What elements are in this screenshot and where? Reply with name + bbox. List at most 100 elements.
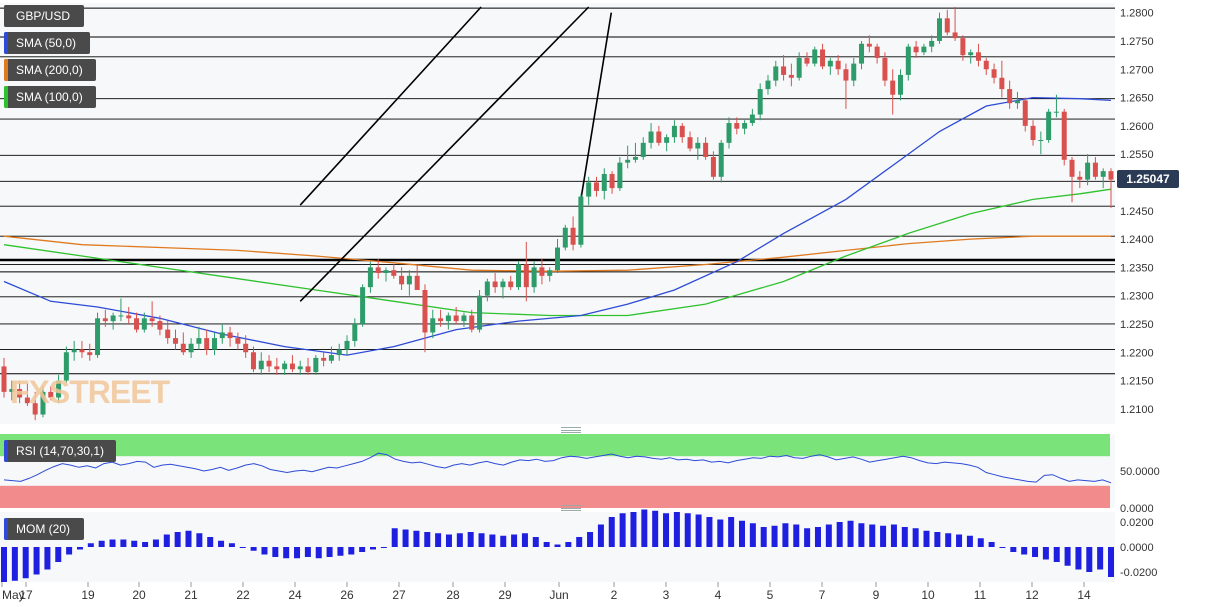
momentum-bar: [207, 537, 214, 547]
candle-down: [24, 397, 30, 404]
candle-down: [469, 315, 475, 330]
candle-up: [968, 52, 974, 56]
momentum-bar: [717, 519, 724, 547]
panel-resize-handle-mom[interactable]: [561, 505, 581, 511]
candle-down: [734, 123, 740, 129]
momentum-bar: [511, 534, 518, 547]
candle-down: [134, 318, 140, 330]
candle-up: [812, 49, 818, 64]
momentum-bar: [663, 513, 670, 547]
candle-down: [414, 275, 420, 290]
candle-down: [391, 270, 397, 276]
price-tick-label: 1.2800: [1120, 8, 1154, 20]
momentum-bar: [337, 547, 344, 556]
candle-up: [297, 366, 303, 370]
sma200-badge[interactable]: SMA (200,0): [4, 59, 96, 81]
time-tick-label: 24: [288, 588, 302, 602]
candle-up: [898, 74, 904, 95]
candle-down: [944, 18, 950, 33]
momentum-bar: [261, 547, 268, 555]
candle-down: [126, 315, 132, 319]
momentum-bar: [1010, 547, 1017, 552]
momentum-bar: [272, 547, 279, 557]
candle-up: [71, 349, 77, 353]
rsi-tick-label: 0.0000: [1120, 503, 1154, 515]
sma50-line: [3, 96, 1112, 356]
candle-up: [796, 57, 802, 78]
momentum-bar: [1075, 547, 1082, 570]
momentum-bar: [923, 530, 930, 547]
rsi-badge[interactable]: RSI (14,70,30,1): [4, 440, 116, 462]
momentum-bar: [608, 517, 615, 547]
momentum-bar: [956, 534, 963, 547]
momentum-bar: [706, 517, 713, 547]
momentum-bar: [793, 524, 800, 547]
symbol-stripe: [4, 5, 8, 27]
candle-down: [180, 343, 186, 353]
momentum-bar: [142, 542, 149, 547]
candle-up: [555, 247, 560, 271]
momentum-bar: [934, 532, 941, 547]
candle-down: [975, 52, 981, 61]
price-tick-label: 1.2400: [1120, 234, 1154, 246]
candle-down: [788, 74, 794, 78]
momentum-bar: [890, 524, 897, 547]
symbol-badge[interactable]: GBP/USD: [4, 5, 84, 27]
time-tick-label: 28: [446, 588, 460, 602]
sma200-line: [3, 235, 1111, 272]
candle-up: [1038, 140, 1044, 142]
momentum-bar: [652, 510, 659, 547]
momentum-bar: [760, 527, 767, 547]
candle-down: [227, 332, 233, 339]
mom-stripe: [4, 518, 8, 540]
candle-down: [250, 352, 256, 370]
candle-down: [508, 281, 514, 288]
price-axis: 1.2100 1.2150 1.2200 1.2250 1.2300 1.2350 1.24…: [1120, 8, 1154, 416]
momentum-bar: [218, 540, 225, 547]
momentum-bar: [131, 540, 138, 547]
candle-up: [929, 40, 935, 47]
candle-up: [196, 338, 202, 344]
sma100-badge[interactable]: SMA (100,0): [4, 86, 96, 108]
candle-down: [492, 281, 498, 288]
candle-up: [430, 318, 436, 333]
price-tick-label: 1.2750: [1120, 36, 1154, 48]
momentum-bar: [87, 543, 94, 547]
candle-down: [204, 338, 210, 350]
candle-up: [367, 267, 373, 288]
price-tick-label: 1.2450: [1120, 206, 1154, 218]
momentum-bar: [467, 532, 474, 547]
candle-down: [1069, 159, 1075, 177]
candle-down: [266, 360, 272, 367]
candle-up: [258, 360, 264, 370]
mom-badge[interactable]: MOM (20): [4, 518, 84, 540]
candle-up: [360, 287, 366, 324]
candle-down: [243, 343, 249, 353]
candle-down: [235, 338, 241, 344]
sma50-badge[interactable]: SMA (50,0): [4, 32, 90, 54]
candle-up: [445, 315, 451, 322]
candle-up: [726, 123, 732, 143]
momentum-bar: [456, 533, 463, 547]
panel-resize-handle-rsi[interactable]: [561, 427, 581, 433]
candle-down: [960, 38, 966, 56]
candle-up: [282, 363, 288, 370]
momentum-bar: [565, 542, 572, 547]
candle-up: [757, 89, 763, 115]
candle-up: [742, 123, 748, 129]
momentum-bar: [66, 547, 73, 555]
time-tick-label: May: [2, 588, 25, 602]
momentum-bar: [695, 514, 702, 547]
momentum-bar: [999, 547, 1006, 548]
momentum-bar: [1053, 547, 1060, 562]
momentum-bar: [554, 544, 561, 547]
time-tick-label: 11: [974, 588, 987, 602]
candle-up: [63, 352, 69, 381]
sma50-label: SMA (50,0): [16, 36, 77, 50]
fxstreet-watermark: FXSTREET: [10, 374, 170, 410]
candle-up: [531, 267, 537, 288]
momentum-bar: [912, 528, 919, 547]
momentum-bar: [120, 539, 127, 547]
